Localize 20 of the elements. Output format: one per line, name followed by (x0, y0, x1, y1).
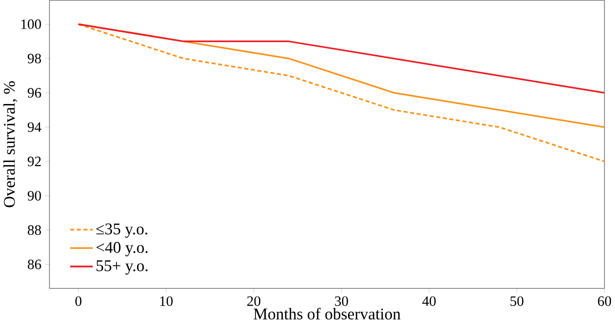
x-tick-label: 20 (247, 296, 260, 306)
y-axis-title: Overall survival, % (3, 81, 18, 208)
x-tick-label: 0 (75, 296, 82, 306)
y-tick-label: 98 (28, 54, 41, 64)
y-tick-label: 86 (28, 260, 42, 270)
y-tick-label: 94 (28, 122, 42, 132)
x-tick-label: 40 (422, 296, 436, 306)
x-tick-label: 30 (334, 296, 348, 306)
legend-label: ≤35 y.o. (96, 224, 148, 238)
x-axis-title: Months of observation (254, 308, 400, 320)
x-tick-label: 10 (160, 296, 173, 306)
y-tick-label: 90 (28, 190, 41, 201)
y-tick-label: 88 (28, 225, 41, 235)
x-tick-label: 50 (510, 296, 524, 306)
y-tick-label: 100 (21, 19, 41, 30)
legend-label: <40 y.o. (96, 242, 148, 256)
y-tick-label: 92 (28, 156, 41, 166)
x-tick-label: 60 (598, 296, 612, 306)
legend-label: 55+ y.o. (96, 260, 148, 275)
y-tick-label: 96 (28, 88, 42, 98)
